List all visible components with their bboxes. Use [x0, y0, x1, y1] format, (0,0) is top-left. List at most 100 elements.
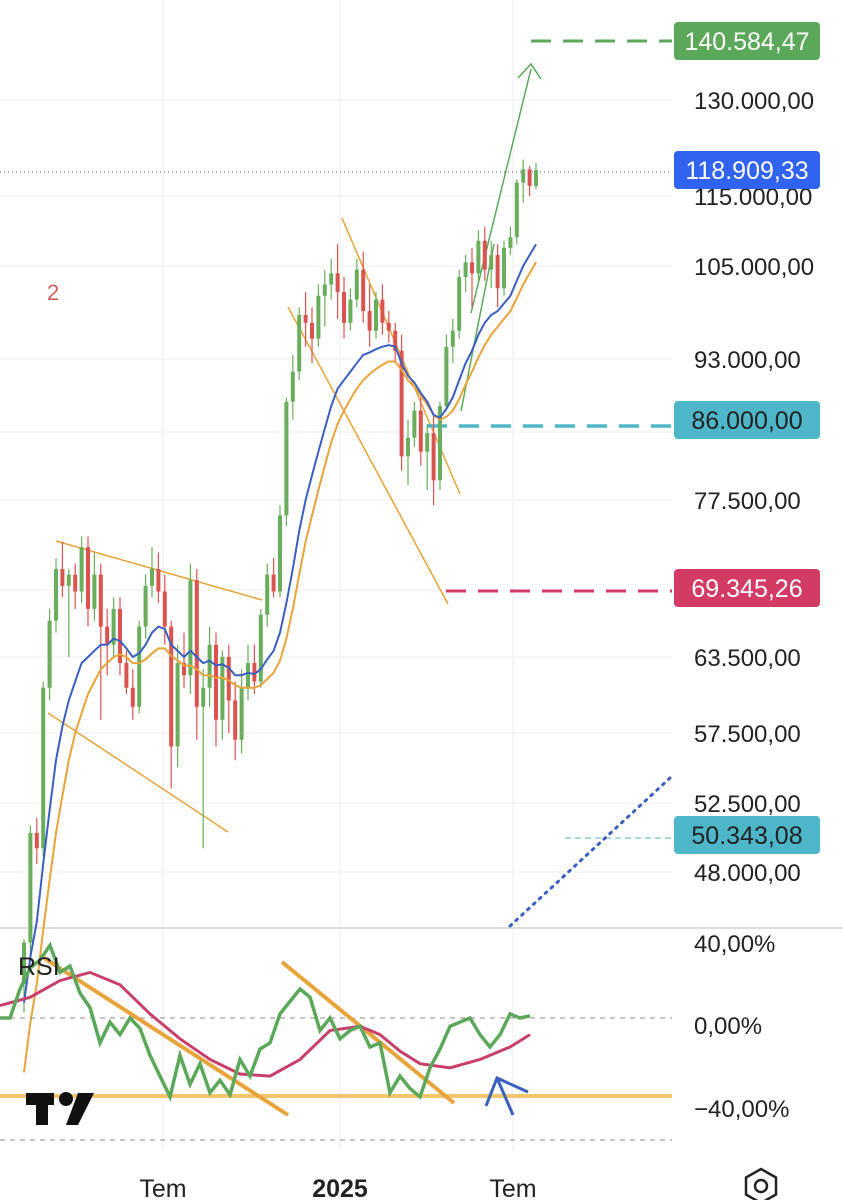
- candle-body: [418, 410, 423, 452]
- candle: [457, 269, 462, 339]
- settings-icon[interactable]: [744, 1167, 778, 1200]
- candle-body: [278, 515, 282, 592]
- candle-body: [111, 608, 116, 645]
- candle-body: [322, 284, 327, 296]
- candle-body: [98, 574, 103, 627]
- candlestick-series: [22, 159, 538, 1013]
- candle: [322, 269, 327, 327]
- candle: [386, 311, 391, 343]
- dotted-projection-line: [508, 776, 672, 928]
- candle-body: [290, 371, 295, 402]
- candle-body: [118, 608, 122, 664]
- candle-body: [226, 657, 231, 701]
- candle-body: [431, 433, 436, 481]
- price-axis-label: 57.500,00: [694, 721, 801, 748]
- chart-marker-label: 2: [47, 280, 59, 305]
- candle: [329, 258, 334, 300]
- price-tag: 118.909,33: [674, 151, 820, 189]
- candle: [79, 536, 84, 604]
- candle: [342, 277, 346, 339]
- candle: [150, 547, 154, 598]
- candle: [278, 505, 282, 598]
- price-axis-label: 77.500,00: [694, 488, 801, 515]
- candle-body: [463, 262, 468, 278]
- candle-body: [130, 687, 135, 707]
- candle-body: [182, 663, 186, 676]
- candle-body: [150, 569, 154, 586]
- candle-body: [258, 614, 263, 682]
- candle: [521, 159, 526, 203]
- candle-body: [495, 255, 500, 289]
- candle: [66, 569, 71, 657]
- candle-body: [252, 663, 257, 682]
- candle: [380, 284, 385, 335]
- candle-body: [169, 626, 174, 747]
- price-tag: 50.343,08: [674, 816, 820, 854]
- candle-body: [489, 255, 494, 270]
- candle-body: [374, 299, 378, 331]
- price-axis-label: 52.500,00: [694, 791, 801, 818]
- candle-body: [162, 591, 167, 627]
- candle-body: [105, 626, 110, 645]
- candle-body: [399, 350, 404, 457]
- candle-body: [329, 273, 334, 285]
- price-axis-label: 105.000,00: [694, 254, 814, 281]
- candle: [354, 258, 359, 308]
- price-tag-label: 69.345,26: [691, 575, 802, 603]
- candle-body: [367, 311, 372, 331]
- price-tag-bg: [674, 401, 820, 439]
- candle-body: [316, 295, 321, 339]
- candle-body: [47, 620, 52, 688]
- candle: [207, 626, 212, 707]
- price-tag: 140.584,47: [674, 22, 820, 60]
- candle-body: [271, 574, 276, 592]
- candle-body: [143, 585, 148, 627]
- candle: [156, 552, 161, 604]
- price-axis-label: 130.000,00: [694, 88, 814, 115]
- candle: [470, 247, 474, 308]
- candle: [284, 397, 289, 526]
- candle: [463, 255, 468, 292]
- candle-body: [476, 240, 481, 274]
- candle-body: [342, 291, 346, 323]
- candle-body: [265, 574, 270, 615]
- candle-body: [73, 574, 78, 592]
- candle-body: [22, 942, 26, 985]
- candle: [348, 288, 353, 331]
- candle: [431, 415, 436, 506]
- projection-arrowhead: [517, 62, 542, 80]
- candle: [130, 669, 135, 720]
- candle: [169, 620, 174, 789]
- candle-body: [194, 580, 199, 707]
- candle: [41, 681, 46, 857]
- candle-body: [521, 169, 526, 183]
- price-tag-label: 118.909,33: [685, 157, 808, 185]
- candle: [47, 608, 52, 701]
- trendline: [47, 712, 229, 833]
- candle: [54, 558, 58, 633]
- price-tag-label: 86.000,00: [691, 407, 802, 435]
- candle: [258, 608, 263, 688]
- candle: [175, 644, 180, 768]
- candle: [34, 817, 39, 865]
- candle-body: [34, 832, 39, 849]
- candle: [265, 563, 270, 627]
- candle-body: [137, 626, 142, 707]
- candle: [425, 424, 430, 491]
- candle: [316, 284, 321, 347]
- ema-orange-line: [23, 261, 537, 1073]
- candle: [60, 541, 65, 598]
- candle: [514, 179, 519, 245]
- candle-body: [201, 687, 206, 707]
- candle-body: [348, 299, 353, 323]
- time-axis-label: Tem: [139, 1175, 186, 1200]
- candle-body: [124, 663, 129, 688]
- candle: [361, 251, 366, 323]
- price-tag-bg: [674, 22, 820, 60]
- candle-body: [514, 182, 519, 238]
- candle-body: [79, 547, 84, 592]
- price-tag-label: 50.343,08: [691, 822, 802, 850]
- candle-body: [354, 269, 359, 300]
- candle-body: [386, 322, 391, 331]
